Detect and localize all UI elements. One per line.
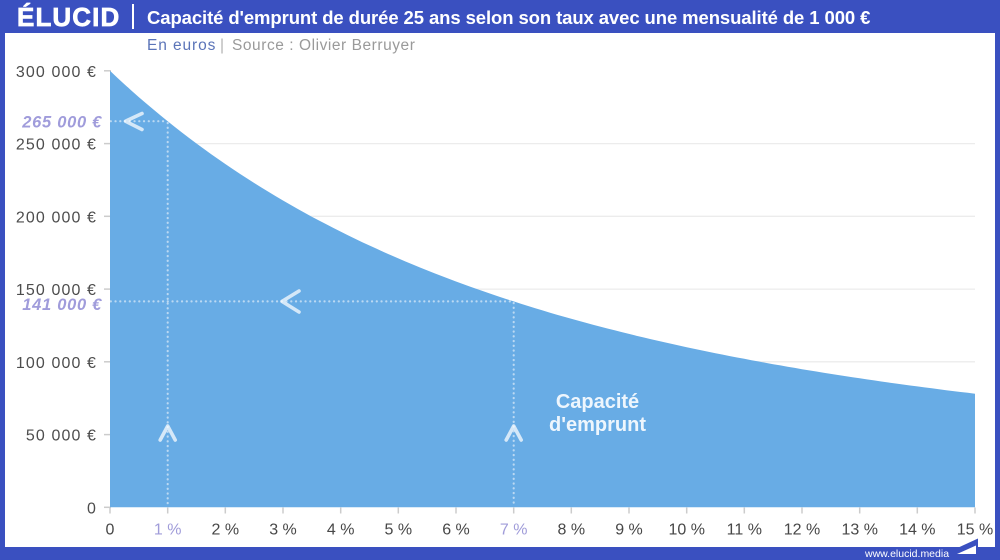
svg-text:9 %: 9 %	[615, 522, 643, 539]
svg-text:10 %: 10 %	[668, 522, 704, 539]
svg-text:0: 0	[87, 500, 97, 517]
svg-text:4 %: 4 %	[327, 522, 355, 539]
svg-text:7 %: 7 %	[500, 522, 528, 539]
svg-text:14 %: 14 %	[899, 522, 935, 539]
svg-text:1 %: 1 %	[154, 522, 182, 539]
svg-text:300 000 €: 300 000 €	[16, 64, 97, 81]
svg-text:15 %: 15 %	[957, 522, 993, 539]
svg-text:200 000 €: 200 000 €	[16, 209, 97, 226]
svg-text:265 000 €: 265 000 €	[21, 114, 102, 132]
svg-text:2 %: 2 %	[212, 522, 240, 539]
svg-text:50 000 €: 50 000 €	[26, 428, 97, 445]
svg-text:11 %: 11 %	[727, 522, 762, 539]
svg-text:12 %: 12 %	[784, 522, 820, 539]
svg-text:100 000 €: 100 000 €	[16, 355, 97, 372]
svg-text:0: 0	[106, 522, 115, 539]
svg-text:250 000 €: 250 000 €	[16, 137, 97, 154]
svg-text:8 %: 8 %	[558, 522, 586, 539]
svg-text:150 000 €: 150 000 €	[16, 282, 97, 299]
svg-text:6 %: 6 %	[442, 522, 470, 539]
svg-text:13 %: 13 %	[841, 522, 877, 539]
svg-text:5 %: 5 %	[385, 522, 413, 539]
svg-text:3 %: 3 %	[269, 522, 297, 539]
svg-text:141 000 €: 141 000 €	[22, 296, 102, 314]
